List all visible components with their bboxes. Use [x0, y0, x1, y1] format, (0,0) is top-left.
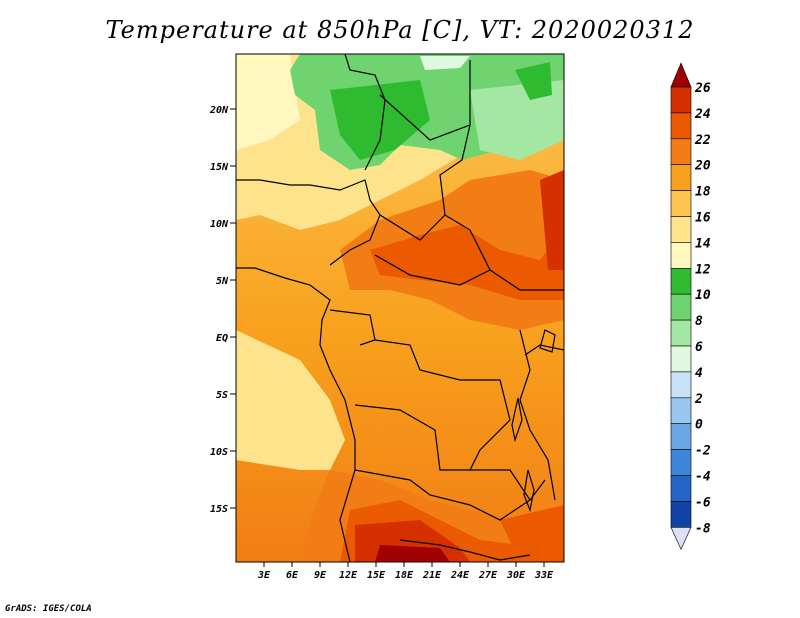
colorbar-segment [670, 449, 692, 476]
lon-tick-label: 24E [450, 570, 470, 581]
lat-tick-label: 5S [216, 390, 228, 401]
lakes [511, 329, 556, 513]
lon-tick-label: 18E [395, 570, 414, 581]
colorbar-tick-label: 2 [694, 392, 703, 407]
colorbar-tick-label: -4 [695, 470, 711, 485]
colorbar-segment [670, 138, 692, 166]
colorbar-tick-label: 16 [695, 211, 711, 226]
lon-tick-label: 15E [367, 570, 386, 581]
temperature-field [236, 54, 564, 562]
lon-tick-label: 27E [478, 570, 498, 581]
colorbar-tick-label: 0 [695, 418, 703, 433]
colorbar-segment [670, 423, 692, 450]
colorbar-tick-label: 14 [695, 236, 711, 251]
colorbar-segment [670, 242, 692, 269]
lon-tick-label: 3E [257, 570, 271, 581]
colorbar-tick-label: 6 [695, 340, 703, 355]
lon-tick-label: 9E [314, 570, 327, 581]
colorbar-tick-label: 26 [694, 81, 711, 96]
colorbar-tick-label: -2 [695, 444, 711, 459]
colorbar-tick-label: -6 [695, 495, 711, 510]
colorbar-segment [670, 319, 692, 347]
lat-tick-label: 10S [210, 447, 228, 458]
colorbar-tick-label: 18 [695, 185, 711, 200]
colorbar-segment [670, 216, 692, 243]
lat-tick-label: 15S [210, 504, 228, 515]
colorbar-segment [670, 475, 692, 502]
colorbar-tick-label: 12 [695, 262, 711, 277]
country-borders [236, 54, 564, 562]
lon-tick-label: 6E [286, 570, 299, 581]
colorbar-tick-label: 24 [694, 107, 711, 122]
lat-tick-label: 20N [209, 105, 229, 116]
colorbar-segment [670, 501, 692, 528]
colorbar-tick-label: 8 [695, 314, 703, 329]
longitude-axis [263, 562, 545, 567]
colorbar-top-cap [670, 62, 692, 88]
colorbar-segment [670, 112, 692, 140]
colorbar-segment [670, 267, 692, 295]
chart-title: Temperature at 850hPa [C], VT: 202002031… [105, 16, 695, 44]
lon-tick-label: 30E [506, 570, 526, 581]
colorbar-tick-label: 20 [694, 159, 711, 174]
lon-tick-label: 21E [422, 570, 442, 581]
colorbar-segment [670, 164, 692, 191]
lon-tick-label: 12E [339, 570, 358, 581]
colorbar-segment [670, 190, 692, 217]
lon-tick-label: 33E [534, 570, 554, 581]
colorbar-segment [670, 86, 692, 114]
colorbar [670, 62, 692, 551]
lat-tick-label: 10N [210, 219, 229, 230]
colorbar-segment [670, 293, 692, 321]
latitude-axis [230, 108, 236, 509]
colorbar-tick-label: 22 [694, 133, 711, 148]
colorbar-segment [670, 397, 692, 424]
lat-tick-label: 5N [216, 276, 229, 287]
colorbar-tick-label: -8 [695, 521, 711, 536]
colorbar-tick-label: 10 [695, 288, 711, 303]
colorbar-segment [670, 345, 692, 373]
map-frame [235, 53, 565, 563]
credit-text: GrADS: IGES/COLA [5, 604, 92, 614]
lat-tick-label: EQ [216, 333, 228, 344]
colorbar-segment [670, 371, 692, 399]
lat-tick-label: 15N [210, 162, 229, 173]
colorbar-bottom-cap [670, 526, 692, 551]
colorbar-tick-label: 4 [695, 366, 703, 381]
